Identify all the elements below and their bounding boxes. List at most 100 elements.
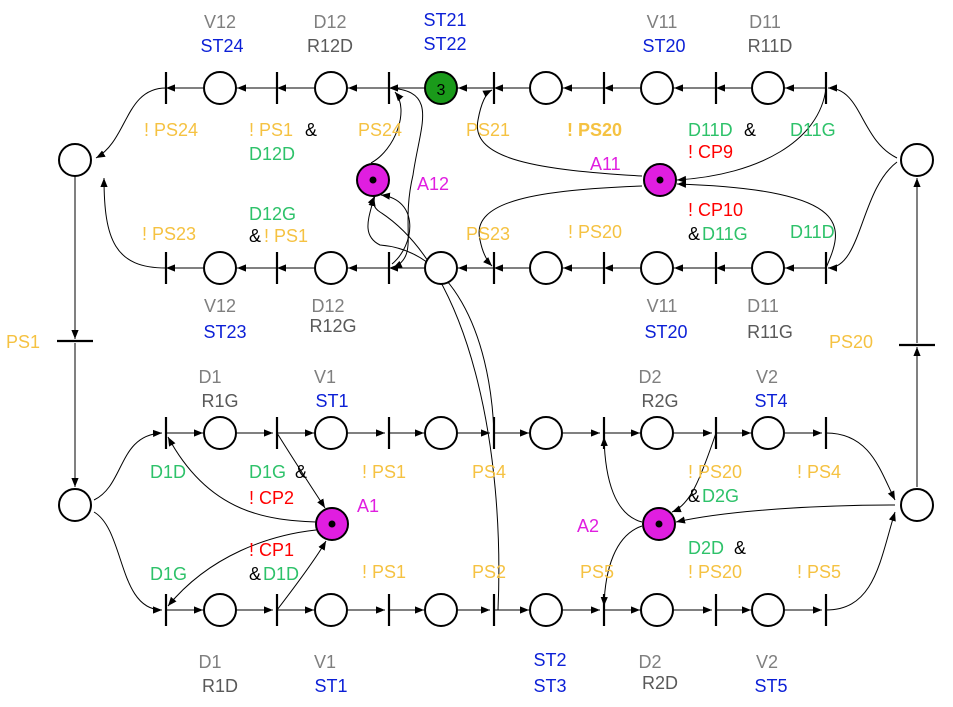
label-not-ps1-b: ! PS1 bbox=[264, 226, 308, 246]
label-st3: ST3 bbox=[533, 676, 566, 696]
label-r1d: R1D bbox=[202, 676, 238, 696]
label-st21: ST21 bbox=[423, 10, 466, 30]
label-d2-bot: D2 bbox=[638, 652, 661, 672]
arcs-top-lower bbox=[100, 161, 898, 272]
place bbox=[314, 593, 348, 627]
label-r2g: R2G bbox=[641, 391, 678, 411]
places bbox=[58, 71, 934, 627]
label-r11g: R11G bbox=[747, 322, 793, 342]
token-dot bbox=[328, 520, 336, 528]
label-d1g-a: D1G bbox=[249, 462, 286, 482]
place bbox=[529, 593, 563, 627]
label-a12: A12 bbox=[417, 174, 449, 194]
label-d12g: D12G bbox=[249, 204, 296, 224]
place bbox=[529, 251, 563, 285]
label-r2d: R2D bbox=[642, 673, 678, 693]
label-v12-bot: V12 bbox=[204, 296, 236, 316]
place bbox=[424, 593, 458, 627]
label-d12-bot: D12 bbox=[311, 296, 344, 316]
place bbox=[203, 416, 237, 450]
label-not-ps23: ! PS23 bbox=[142, 224, 196, 244]
place bbox=[203, 71, 237, 105]
label-not-ps20-c: ! PS20 bbox=[688, 462, 742, 482]
transitions bbox=[57, 72, 935, 626]
label-not-ps24: ! PS24 bbox=[144, 120, 198, 140]
label-not-cp9: ! CP9 bbox=[688, 142, 733, 162]
arcs-bottom-lower bbox=[93, 511, 896, 614]
place-left-bottom bbox=[58, 488, 92, 522]
label-v11-bot: V11 bbox=[647, 296, 678, 316]
label-st22: ST22 bbox=[423, 34, 466, 54]
place bbox=[529, 416, 563, 450]
label-d2d: D2D bbox=[688, 538, 724, 558]
arcs-side bbox=[71, 176, 921, 487]
place bbox=[424, 251, 458, 285]
label-ps5: PS5 bbox=[580, 562, 614, 582]
arcs-top-upper bbox=[95, 84, 898, 159]
place bbox=[529, 71, 563, 105]
place bbox=[751, 71, 785, 105]
label-a11: A11 bbox=[590, 154, 621, 174]
label-amp8: & bbox=[734, 538, 746, 558]
place bbox=[314, 251, 348, 285]
label-ps24: PS24 bbox=[358, 120, 402, 140]
label-r12d: R12D bbox=[307, 36, 353, 56]
label-not-ps20-a: ! PS20 bbox=[567, 120, 622, 140]
label-d12-top: D12 bbox=[313, 12, 346, 32]
place bbox=[751, 593, 785, 627]
place-right-bottom bbox=[900, 488, 934, 522]
place bbox=[203, 593, 237, 627]
place-left-top bbox=[58, 143, 92, 177]
label-d12d: D12D bbox=[249, 144, 295, 164]
label-st5: ST5 bbox=[754, 676, 787, 696]
token-dot bbox=[655, 520, 663, 528]
label-d1-bot: D1 bbox=[198, 652, 221, 672]
label-amp6: & bbox=[688, 486, 700, 506]
label-st1-bot: ST1 bbox=[314, 676, 347, 696]
label-d11-top: D11 bbox=[749, 12, 781, 32]
label-v2-top: V2 bbox=[756, 367, 778, 387]
labels: V12 ST24 D12 R12D ST21 ST22 V11 ST20 D11… bbox=[6, 10, 873, 696]
label-st4: ST4 bbox=[754, 391, 787, 411]
token-dot bbox=[656, 176, 664, 184]
label-not-ps1-d: ! PS1 bbox=[362, 562, 406, 582]
label-v1-bot: V1 bbox=[314, 652, 336, 672]
place bbox=[640, 71, 674, 105]
place bbox=[314, 416, 348, 450]
label-not-cp10: ! CP10 bbox=[688, 200, 743, 220]
label-d2g: D2G bbox=[702, 486, 739, 506]
label-amp7: & bbox=[249, 564, 261, 584]
label-v2-bot: V2 bbox=[756, 652, 778, 672]
label-amp4: & bbox=[688, 224, 700, 244]
label-d1d: D1D bbox=[150, 462, 186, 482]
label-amp2: & bbox=[744, 120, 756, 140]
token-count: 3 bbox=[437, 82, 446, 99]
place bbox=[640, 251, 674, 285]
place bbox=[203, 251, 237, 285]
label-amp3: & bbox=[249, 226, 261, 246]
label-not-ps5: ! PS5 bbox=[797, 562, 841, 582]
label-d1-top: D1 bbox=[198, 367, 221, 387]
label-r1g: R1G bbox=[201, 391, 238, 411]
label-ps20: PS20 bbox=[829, 332, 873, 352]
label-d2-top: D2 bbox=[638, 367, 661, 387]
label-ps4: PS4 bbox=[472, 462, 506, 482]
place-marked bbox=[424, 71, 458, 105]
label-ps21: PS21 bbox=[466, 120, 510, 140]
token-dot bbox=[369, 176, 377, 184]
label-d11g-a: D11G bbox=[790, 120, 836, 140]
label-d1g-b: D1G bbox=[150, 564, 187, 584]
label-amp5: & bbox=[295, 462, 307, 482]
label-not-ps20-d: ! PS20 bbox=[688, 562, 742, 582]
label-d11d-a: D11D bbox=[688, 120, 733, 140]
label-a1: A1 bbox=[357, 496, 379, 516]
label-amp1: & bbox=[305, 120, 317, 140]
label-not-ps1-a: ! PS1 bbox=[249, 120, 293, 140]
label-st23: ST23 bbox=[203, 322, 246, 342]
arcs-resources bbox=[167, 87, 896, 611]
label-d11d-b: D11D bbox=[790, 222, 835, 242]
label-a2: A2 bbox=[577, 516, 599, 536]
label-st20-mid: ST20 bbox=[644, 322, 687, 342]
label-r12g: R12G bbox=[309, 316, 356, 336]
label-st24: ST24 bbox=[200, 36, 243, 56]
